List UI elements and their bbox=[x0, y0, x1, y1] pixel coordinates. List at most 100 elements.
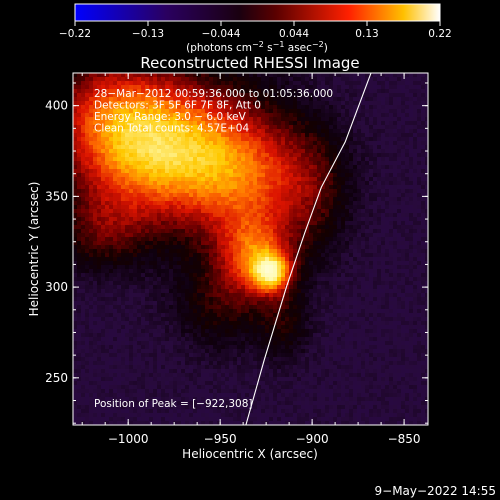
heatmap-cell bbox=[345, 121, 350, 126]
heatmap-cell bbox=[273, 77, 278, 82]
heatmap-cell bbox=[397, 141, 402, 146]
heatmap-cell bbox=[193, 249, 198, 254]
heatmap-cell bbox=[313, 141, 318, 146]
heatmap-cell bbox=[105, 161, 110, 166]
heatmap-cell bbox=[109, 101, 114, 106]
heatmap-cell bbox=[217, 97, 222, 102]
heatmap-cell bbox=[421, 109, 426, 114]
heatmap-cell bbox=[153, 253, 158, 258]
heatmap-cell bbox=[241, 81, 246, 86]
heatmap-cell bbox=[305, 173, 310, 178]
heatmap-cell bbox=[369, 73, 374, 78]
heatmap-cell bbox=[349, 237, 354, 242]
heatmap-cell bbox=[245, 189, 250, 194]
heatmap-cell bbox=[349, 277, 354, 282]
heatmap-cell bbox=[297, 113, 302, 118]
heatmap-cell bbox=[297, 73, 302, 78]
heatmap-cell bbox=[197, 165, 202, 170]
heatmap-cell bbox=[329, 93, 334, 98]
heatmap-cell bbox=[385, 261, 390, 266]
heatmap-cell bbox=[125, 149, 130, 154]
heatmap-cell bbox=[381, 101, 386, 106]
heatmap-cell bbox=[261, 285, 266, 290]
heatmap-cell bbox=[265, 173, 270, 178]
heatmap-cell bbox=[225, 137, 230, 142]
heatmap-cell bbox=[289, 117, 294, 122]
heatmap-cell bbox=[309, 253, 314, 258]
heatmap-cell bbox=[141, 85, 146, 90]
heatmap-cell bbox=[421, 273, 426, 278]
heatmap-cell bbox=[385, 241, 390, 246]
heatmap-cell bbox=[161, 77, 166, 82]
heatmap-cell bbox=[169, 125, 174, 130]
heatmap-cell bbox=[361, 81, 366, 86]
heatmap-cell bbox=[377, 85, 382, 90]
heatmap-cell bbox=[113, 225, 118, 230]
heatmap-cell bbox=[309, 157, 314, 162]
heatmap-cell bbox=[105, 117, 110, 122]
heatmap-cell bbox=[373, 133, 378, 138]
heatmap-cell bbox=[409, 169, 414, 174]
heatmap-cell bbox=[93, 209, 98, 214]
heatmap-cell bbox=[237, 189, 242, 194]
heatmap-cell bbox=[277, 201, 282, 206]
heatmap-cell bbox=[197, 205, 202, 210]
heatmap-cell bbox=[245, 229, 250, 234]
heatmap-cell bbox=[257, 169, 262, 174]
heatmap-cell bbox=[285, 185, 290, 190]
heatmap-cell bbox=[257, 225, 262, 230]
heatmap-cell bbox=[121, 197, 126, 202]
heatmap-cell bbox=[213, 237, 218, 242]
heatmap-cell bbox=[417, 153, 422, 158]
heatmap-cell bbox=[105, 137, 110, 142]
heatmap-cell bbox=[345, 73, 350, 78]
heatmap-cell bbox=[181, 185, 186, 190]
heatmap-cell bbox=[101, 265, 106, 270]
heatmap-cell bbox=[197, 265, 202, 270]
heatmap-cell bbox=[285, 153, 290, 158]
heatmap-cell bbox=[93, 109, 98, 114]
heatmap-cell bbox=[173, 157, 178, 162]
heatmap-cell bbox=[277, 89, 282, 94]
heatmap-cell bbox=[185, 193, 190, 198]
heatmap-cell bbox=[401, 213, 406, 218]
heatmap-cell bbox=[197, 257, 202, 262]
heatmap-cell bbox=[325, 205, 330, 210]
heatmap-cell bbox=[85, 133, 90, 138]
heatmap-cell bbox=[385, 245, 390, 250]
heatmap-cell bbox=[409, 73, 414, 78]
heatmap-cell bbox=[205, 177, 210, 182]
heatmap-cell bbox=[257, 73, 262, 78]
heatmap-cell bbox=[225, 229, 230, 234]
heatmap-cell bbox=[229, 169, 234, 174]
heatmap-cell bbox=[213, 205, 218, 210]
heatmap-cell bbox=[117, 213, 122, 218]
heatmap-cell bbox=[205, 257, 210, 262]
heatmap-cell bbox=[397, 221, 402, 226]
heatmap-cell bbox=[261, 97, 266, 102]
heatmap-cell bbox=[241, 209, 246, 214]
heatmap-cell bbox=[197, 85, 202, 90]
heatmap-cell bbox=[109, 213, 114, 218]
heatmap-cell bbox=[89, 177, 94, 182]
heatmap-cell bbox=[349, 249, 354, 254]
heatmap-cell bbox=[145, 117, 150, 122]
heatmap-cell bbox=[269, 209, 274, 214]
heatmap-cell bbox=[277, 261, 282, 266]
heatmap-cell bbox=[257, 285, 262, 290]
heatmap-cell bbox=[333, 97, 338, 102]
heatmap-cell bbox=[81, 257, 86, 262]
heatmap-cell bbox=[417, 113, 422, 118]
heatmap-cell bbox=[289, 97, 294, 102]
heatmap-cell bbox=[201, 137, 206, 142]
heatmap-cell bbox=[125, 217, 130, 222]
heatmap-cell bbox=[397, 125, 402, 130]
heatmap-cell bbox=[249, 77, 254, 82]
heatmap-cell bbox=[341, 233, 346, 238]
heatmap-cell bbox=[269, 289, 274, 294]
heatmap-cell bbox=[393, 145, 398, 150]
heatmap-cell bbox=[105, 169, 110, 174]
heatmap-cell bbox=[381, 85, 386, 90]
heatmap-cell bbox=[301, 213, 306, 218]
heatmap-cell bbox=[345, 229, 350, 234]
